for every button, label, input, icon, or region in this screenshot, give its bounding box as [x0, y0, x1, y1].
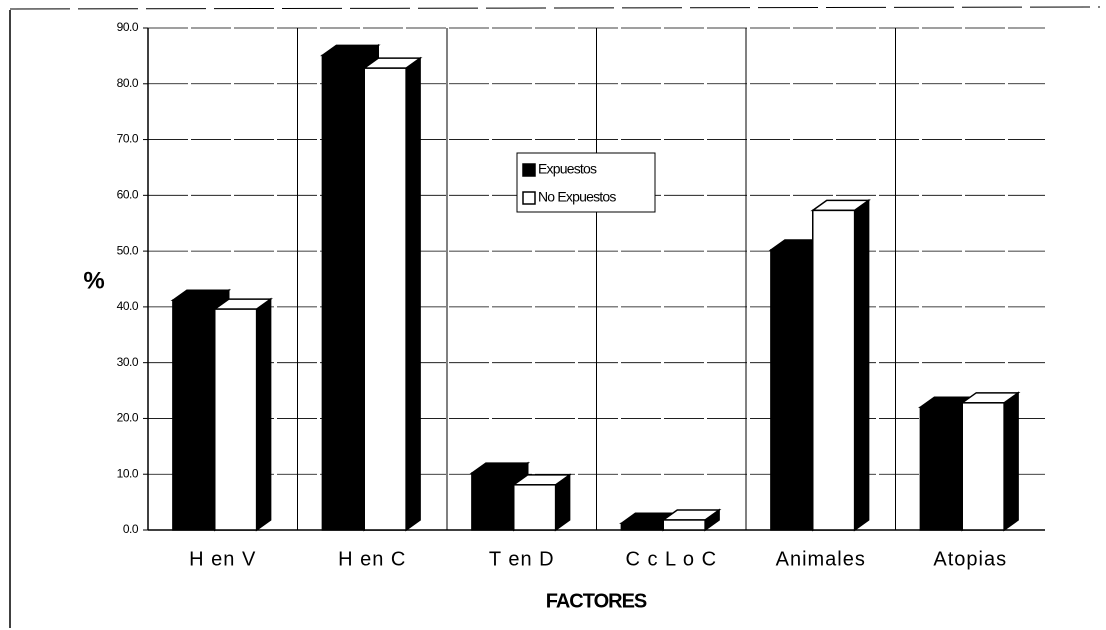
bar — [511, 473, 572, 532]
bar-face — [172, 299, 216, 531]
bar-face — [363, 67, 407, 531]
x-axis-label: FACTORES — [546, 590, 647, 612]
bar — [810, 198, 871, 532]
y-tick-label: 90.0 — [117, 20, 139, 34]
bar — [959, 391, 1021, 532]
x-tick-label: C c L o C — [625, 548, 717, 570]
bar-face — [770, 249, 814, 531]
legend-swatch — [522, 191, 536, 205]
legend-label: Expuestos — [538, 161, 597, 177]
legend-label: No Expuestos — [538, 189, 616, 205]
x-tick-label: T en D — [489, 548, 555, 570]
bar-face — [405, 56, 421, 532]
bar-face — [1003, 391, 1019, 532]
y-tick-label: 30.0 — [117, 355, 139, 369]
y-tick-label: 60.0 — [117, 188, 139, 202]
bar-face — [471, 472, 515, 531]
y-tick-label: 70.0 — [117, 132, 139, 146]
x-tick-label: Atopias — [933, 548, 1007, 570]
bar-face — [513, 484, 557, 531]
legend-box — [516, 152, 656, 213]
y-tick-label: 0.0 — [123, 522, 139, 536]
bar-face — [919, 406, 964, 531]
y-tick-label: 20.0 — [117, 411, 139, 425]
x-tick-label: Animales — [776, 548, 866, 570]
bar-face — [853, 198, 870, 532]
y-tick-label: 80.0 — [117, 76, 139, 90]
bar-face — [812, 209, 856, 531]
y-axis-label: % — [83, 267, 104, 294]
y-tick-label: 50.0 — [117, 243, 139, 257]
frame-top — [9, 6, 1101, 10]
bar — [212, 297, 273, 532]
x-tick-label: H en V — [189, 548, 256, 570]
bar-face — [662, 519, 706, 531]
bar-face — [214, 308, 258, 531]
bar-face — [255, 297, 272, 532]
bar — [361, 56, 423, 532]
bar — [660, 508, 722, 532]
x-tick-label: H en C — [338, 548, 406, 570]
bar-face — [620, 522, 665, 531]
bar-face — [321, 54, 366, 531]
y-tick-label: 10.0 — [117, 466, 139, 480]
legend-swatch — [522, 163, 536, 177]
bar-face — [961, 402, 1005, 531]
y-tick-label: 40.0 — [117, 299, 139, 313]
